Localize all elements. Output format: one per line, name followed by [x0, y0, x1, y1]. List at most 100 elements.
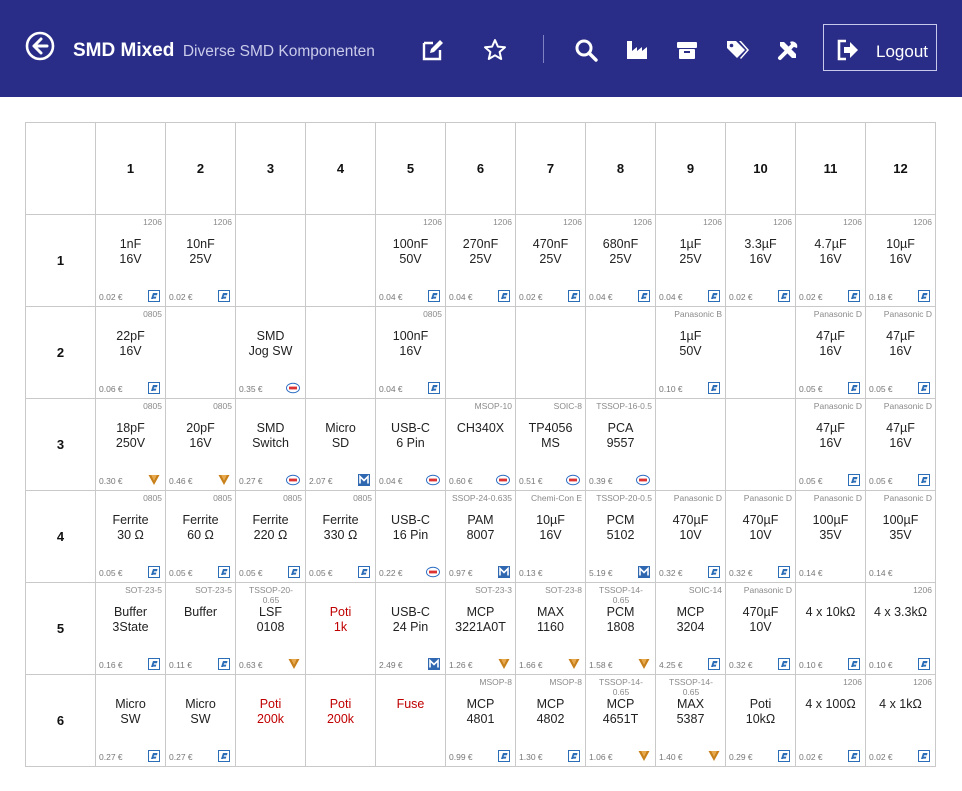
reichelt-icon[interactable]: [148, 566, 160, 578]
reichelt-icon[interactable]: [708, 290, 720, 302]
mouser-icon[interactable]: [358, 474, 370, 486]
vendor-v-icon[interactable]: [638, 658, 650, 670]
component-slot[interactable]: SOT-23-3 MCP 3221A0T 1.26 €: [445, 582, 516, 675]
component-slot[interactable]: 1206 270nF 25V 0.04 €: [445, 214, 516, 307]
component-slot[interactable]: Panasonic D 47µF 16V 0.05 €: [865, 398, 936, 491]
component-slot[interactable]: 1206 1nF 16V 0.02 €: [95, 214, 166, 307]
empty-slot[interactable]: [305, 306, 376, 399]
reichelt-icon[interactable]: [148, 750, 160, 762]
reichelt-icon[interactable]: [848, 290, 860, 302]
reichelt-icon[interactable]: [148, 658, 160, 670]
component-slot[interactable]: 1206 10µF 16V 0.18 €: [865, 214, 936, 307]
component-slot[interactable]: Panasonic D 470µF 10V 0.32 €: [725, 582, 796, 675]
empty-slot[interactable]: [585, 306, 656, 399]
reichelt-icon[interactable]: [848, 382, 860, 394]
component-slot[interactable]: Panasonic D 47µF 16V 0.05 €: [795, 306, 866, 399]
component-slot[interactable]: 1206 470nF 25V 0.02 €: [515, 214, 586, 307]
reichelt-icon[interactable]: [218, 290, 230, 302]
component-slot[interactable]: USB-C 24 Pin 2.49 €: [375, 582, 446, 675]
component-slot[interactable]: MSOP-8 MCP 4802 1.30 €: [515, 674, 586, 767]
tools-icon[interactable]: [776, 38, 800, 62]
logout-button[interactable]: Logout: [823, 24, 937, 71]
vendor-v-icon[interactable]: [218, 474, 230, 486]
component-slot[interactable]: 1206 4 x 1kΩ 0.02 €: [865, 674, 936, 767]
component-slot[interactable]: TSSOP-20-0.5 PCM 5102 5.19 €: [585, 490, 656, 583]
component-slot[interactable]: SOIC-8 TP4056 MS 0.51 €: [515, 398, 586, 491]
component-slot[interactable]: Poti 200k: [305, 674, 376, 767]
chart-icon[interactable]: [625, 38, 649, 62]
mouser-icon[interactable]: [428, 658, 440, 670]
component-slot[interactable]: MSOP-8 MCP 4801 0.99 €: [445, 674, 516, 767]
empty-slot[interactable]: [725, 306, 796, 399]
reichelt-icon[interactable]: [708, 566, 720, 578]
component-slot[interactable]: 0805 100nF 16V 0.04 €: [375, 306, 446, 399]
star-icon[interactable]: [483, 38, 507, 62]
reichelt-icon[interactable]: [568, 750, 580, 762]
lcsc-icon[interactable]: [426, 566, 440, 578]
box-icon[interactable]: [675, 38, 699, 62]
tags-icon[interactable]: [725, 38, 749, 62]
component-slot[interactable]: Panasonic D 47µF 16V 0.05 €: [795, 398, 866, 491]
back-icon[interactable]: [25, 31, 55, 61]
reichelt-icon[interactable]: [918, 290, 930, 302]
reichelt-icon[interactable]: [778, 750, 790, 762]
component-slot[interactable]: Poti 10kΩ 0.29 €: [725, 674, 796, 767]
reichelt-icon[interactable]: [428, 290, 440, 302]
component-slot[interactable]: SOT-23-5 Buffer 0.11 €: [165, 582, 236, 675]
reichelt-icon[interactable]: [148, 290, 160, 302]
reichelt-icon[interactable]: [218, 750, 230, 762]
lcsc-icon[interactable]: [426, 474, 440, 486]
component-slot[interactable]: SOT-23-8 MAX 1160 1.66 €: [515, 582, 586, 675]
component-slot[interactable]: SMD Switch 0.27 €: [235, 398, 306, 491]
reichelt-icon[interactable]: [918, 474, 930, 486]
reichelt-icon[interactable]: [848, 750, 860, 762]
component-slot[interactable]: 1206 100nF 50V 0.04 €: [375, 214, 446, 307]
component-slot[interactable]: TSSOP-16-0.5 PCA 9557 0.39 €: [585, 398, 656, 491]
reichelt-icon[interactable]: [288, 566, 300, 578]
edit-icon[interactable]: [421, 38, 445, 62]
component-slot[interactable]: Micro SW 0.27 €: [165, 674, 236, 767]
lcsc-icon[interactable]: [636, 474, 650, 486]
component-slot[interactable]: 0805 20pF 16V 0.46 €: [165, 398, 236, 491]
empty-slot[interactable]: [725, 398, 796, 491]
component-slot[interactable]: TSSOP-14- 0.65 PCM 1808 1.58 €: [585, 582, 656, 675]
reichelt-icon[interactable]: [778, 566, 790, 578]
reichelt-icon[interactable]: [778, 658, 790, 670]
reichelt-icon[interactable]: [708, 382, 720, 394]
component-slot[interactable]: Poti 1k: [305, 582, 376, 675]
reichelt-icon[interactable]: [498, 750, 510, 762]
component-slot[interactable]: 1206 4.7µF 16V 0.02 €: [795, 214, 866, 307]
component-slot[interactable]: 0805 Ferrite 30 Ω 0.05 €: [95, 490, 166, 583]
reichelt-icon[interactable]: [778, 290, 790, 302]
component-slot[interactable]: TSSOP-14- 0.65 MCP 4651T 1.06 €: [585, 674, 656, 767]
mouser-icon[interactable]: [498, 566, 510, 578]
component-slot[interactable]: Panasonic D 470µF 10V 0.32 €: [725, 490, 796, 583]
vendor-v-icon[interactable]: [568, 658, 580, 670]
component-slot[interactable]: TSSOP-14- 0.65 MAX 5387 1.40 €: [655, 674, 726, 767]
component-slot[interactable]: SOT-23-5 Buffer 3State 0.16 €: [95, 582, 166, 675]
vendor-v-icon[interactable]: [708, 750, 720, 762]
empty-slot[interactable]: [655, 398, 726, 491]
reichelt-icon[interactable]: [848, 658, 860, 670]
component-slot[interactable]: Fuse: [375, 674, 446, 767]
component-slot[interactable]: MSOP-10 CH340X 0.60 €: [445, 398, 516, 491]
component-slot[interactable]: 0805 Ferrite 330 Ω 0.05 €: [305, 490, 376, 583]
reichelt-icon[interactable]: [848, 474, 860, 486]
component-slot[interactable]: 1206 4 x 3.3kΩ 0.10 €: [865, 582, 936, 675]
reichelt-icon[interactable]: [638, 290, 650, 302]
reichelt-icon[interactable]: [918, 382, 930, 394]
search-icon[interactable]: [574, 38, 598, 62]
mouser-icon[interactable]: [638, 566, 650, 578]
component-slot[interactable]: TSSOP-20- 0.65 LSF 0108 0.63 €: [235, 582, 306, 675]
component-slot[interactable]: 0805 18pF 250V 0.30 €: [95, 398, 166, 491]
reichelt-icon[interactable]: [918, 658, 930, 670]
empty-slot[interactable]: [445, 306, 516, 399]
component-slot[interactable]: Micro SW 0.27 €: [95, 674, 166, 767]
lcsc-icon[interactable]: [286, 474, 300, 486]
empty-slot[interactable]: [515, 306, 586, 399]
vendor-v-icon[interactable]: [638, 750, 650, 762]
empty-slot[interactable]: [235, 214, 306, 307]
reichelt-icon[interactable]: [148, 382, 160, 394]
lcsc-icon[interactable]: [496, 474, 510, 486]
component-slot[interactable]: 0805 22pF 16V 0.06 €: [95, 306, 166, 399]
